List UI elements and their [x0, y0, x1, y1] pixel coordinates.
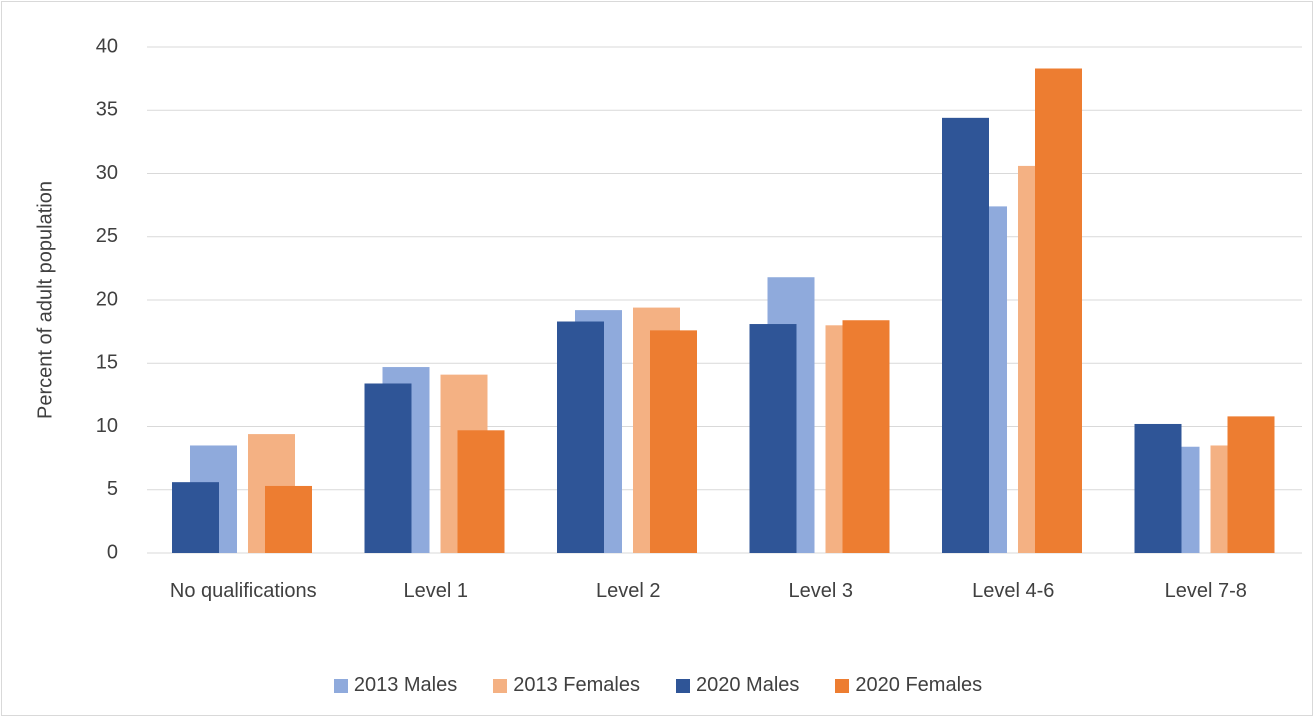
y-tick-label: 15 [96, 352, 118, 374]
bar [364, 383, 412, 553]
legend-label: 2020 Females [855, 674, 983, 696]
y-tick-label: 20 [96, 288, 118, 310]
legend: 2013 Males 2013 Females 2020 Males 2020 Fem… [0, 674, 1316, 697]
bar [1035, 68, 1082, 553]
bar [457, 430, 505, 553]
legend-label: 2020 Males [696, 674, 800, 696]
bar [557, 321, 604, 553]
bar [265, 485, 312, 553]
bar [749, 324, 797, 553]
x-tick-label: Level 4-6 [972, 580, 1055, 602]
x-tick-label: No qualifications [169, 580, 317, 602]
y-axis-label: Percent of adult population [34, 181, 56, 419]
y-tick-label: 30 [96, 162, 118, 184]
y-tick-label: 40 [96, 35, 118, 57]
x-tick-label: Level 2 [596, 580, 661, 602]
legend-item: 2013 Males [333, 674, 458, 697]
legend-label: 2013 Males [353, 674, 458, 696]
legend-swatch [676, 678, 690, 693]
legend-label: 2013 Females [513, 674, 640, 696]
x-tick-label: Level 1 [403, 580, 469, 602]
x-tick-label: Level 7-8 [1164, 580, 1247, 602]
y-tick-label: 10 [96, 415, 118, 437]
legend-item: 2020 Males [676, 674, 799, 697]
legend-item: 2013 Females [493, 674, 640, 697]
bar [1227, 416, 1275, 553]
y-tick-label: 0 [107, 541, 118, 563]
y-tick-label: 25 [96, 225, 118, 247]
y-tick-label: 5 [107, 478, 118, 500]
bar [172, 482, 219, 553]
x-tick-label: Level 3 [788, 580, 854, 602]
bar [942, 117, 989, 553]
legend-swatch [493, 678, 508, 693]
legend-swatch [333, 678, 348, 693]
legend-item: 2020 Females [835, 674, 982, 697]
legend-swatch [835, 678, 850, 693]
bar [650, 330, 697, 553]
bar [842, 320, 890, 553]
bar [1134, 423, 1182, 553]
y-tick-label: 35 [96, 99, 118, 121]
